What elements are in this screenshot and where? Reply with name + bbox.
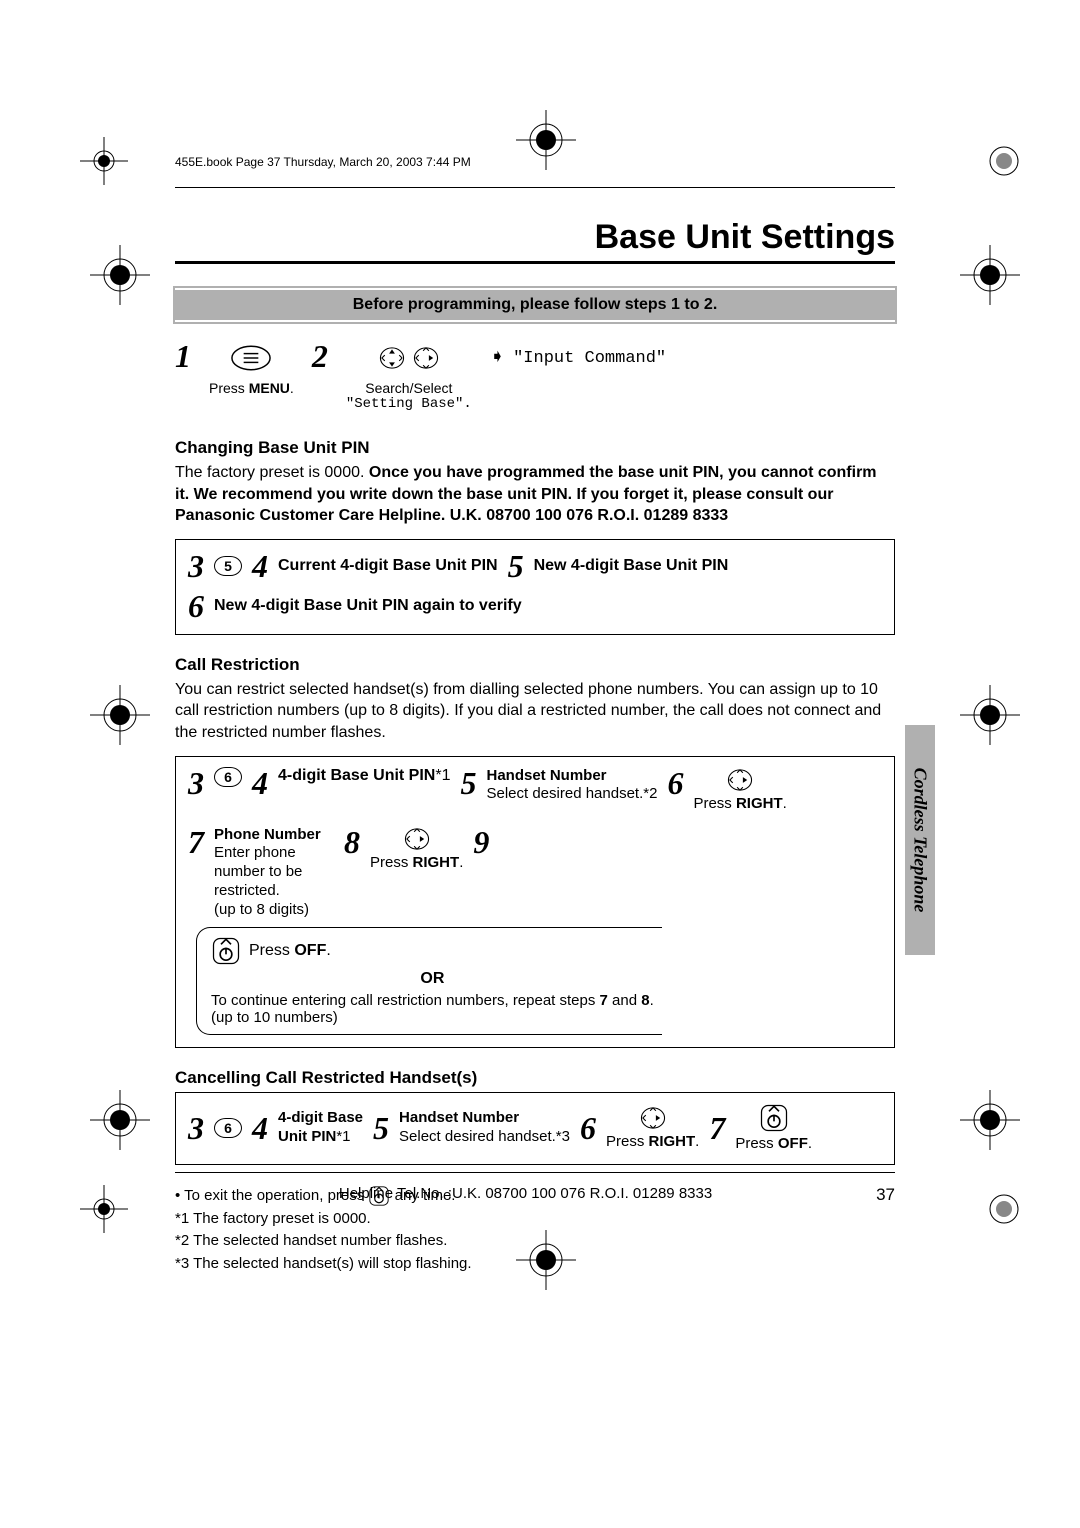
paragraph: The factory preset is 0000. Once you hav…	[175, 462, 895, 527]
hr	[175, 187, 895, 188]
step-number: 5	[373, 1112, 389, 1144]
crop-cross	[90, 685, 150, 745]
step-label: Phone Number	[214, 826, 334, 845]
step-number: 7	[709, 1112, 725, 1144]
reg-mark-bl	[80, 1185, 128, 1233]
step-caption: Search/Select	[365, 380, 452, 396]
menu-button-icon	[229, 341, 273, 375]
step-number: 6	[667, 767, 683, 799]
section-heading: Call Restriction	[175, 655, 895, 675]
thumb-tab-label: Cordless Telephone	[910, 768, 931, 913]
step-label: New 4-digit Base Unit PIN	[534, 557, 729, 575]
crop-cross	[960, 1090, 1020, 1150]
step-6-col: Press RIGHT.	[693, 767, 786, 812]
step-number: 5	[460, 767, 476, 799]
step-number: 3	[188, 1112, 204, 1144]
step-number: 5	[508, 550, 524, 582]
step-9-curly: Press OFF. OR To continue entering call …	[196, 927, 662, 1035]
reg-mark-br	[980, 1185, 1028, 1233]
step-number: 4	[252, 767, 268, 799]
key-5-icon: 5	[214, 556, 242, 576]
key-6-icon: 6	[214, 1118, 242, 1138]
power-off-icon	[759, 1103, 789, 1133]
step-5-col: Handset Number Select desired handset.*2	[486, 767, 657, 805]
step-6-col: Press RIGHT.	[606, 1105, 699, 1150]
page-title: Base Unit Settings	[595, 218, 895, 257]
step-number: 8	[344, 826, 360, 858]
step-label: Current 4-digit Base Unit PIN	[278, 557, 498, 575]
running-header: 455E.book Page 37 Thursday, March 20, 20…	[175, 155, 895, 169]
steps-box-pin: 3 5 4 Current 4-digit Base Unit PIN 5 Ne…	[175, 539, 895, 635]
title-row: Base Unit Settings	[175, 218, 895, 257]
banner: Before programming, please follow steps …	[175, 288, 895, 322]
navigator-right-icon	[638, 1105, 668, 1131]
step-number: 4	[252, 1112, 268, 1144]
step-sub: Enter phone number to be restricted. (up…	[214, 844, 334, 919]
hr-title	[175, 261, 895, 264]
input-command: ➧ "Input Command"	[490, 340, 666, 368]
steps-1-2: 1 Press MENU. 2	[175, 340, 895, 412]
crop-cross	[90, 1090, 150, 1150]
step-number: 3	[188, 550, 204, 582]
steps-box-cancel: 3 6 4 4-digit Base Unit PIN*1 5 Handset …	[175, 1092, 895, 1165]
step-sub: To continue entering call restriction nu…	[211, 992, 654, 1026]
navigator-right-icon	[725, 767, 755, 793]
crop-cross	[960, 245, 1020, 305]
reg-mark-tl	[80, 137, 128, 185]
footnote: *1 The factory preset is 0000.	[175, 1208, 895, 1231]
reg-mark-tr	[980, 137, 1028, 185]
navigator-updown-icon	[377, 345, 407, 371]
step-7-col: Phone Number Enter phone number to be re…	[214, 826, 334, 920]
step-8-col: Press RIGHT.	[370, 826, 463, 871]
steps-box-restrict: 3 6 4 4-digit Base Unit PIN*1 5 Handset …	[175, 756, 895, 1049]
page: 455E.book Page 37 Thursday, March 20, 20…	[0, 0, 1080, 1528]
or-label: OR	[211, 970, 654, 988]
step-number: 1	[175, 340, 191, 372]
page-footer: Helpline Tel.No. :U.K. 08700 100 076 R.O…	[175, 1185, 895, 1205]
step-caption: "Setting Base".	[346, 396, 472, 412]
helpline-text: Helpline Tel.No. :U.K. 08700 100 076 R.O…	[339, 1185, 712, 1205]
step-number: 9	[473, 826, 489, 858]
footnote: *2 The selected handset number flashes.	[175, 1230, 895, 1253]
step-4-col: 4-digit Base Unit PIN*1	[278, 1109, 363, 1147]
footnote: *3 The selected handset(s) will stop fla…	[175, 1253, 895, 1276]
paragraph: You can restrict selected handset(s) fro…	[175, 679, 895, 744]
crop-cross	[90, 245, 150, 305]
step-1-col: Press MENU.	[209, 340, 294, 396]
step-number: 6	[188, 590, 204, 622]
step-7-col: Press OFF.	[735, 1103, 812, 1152]
thumb-tab: Cordless Telephone	[905, 725, 935, 955]
hr-footer	[175, 1172, 895, 1173]
navigator-right-icon	[411, 345, 441, 371]
key-6-icon: 6	[214, 767, 242, 787]
step-number: 3	[188, 767, 204, 799]
navigator-right-icon	[402, 826, 432, 852]
step-number: 4	[252, 550, 268, 582]
step-caption: Press MENU.	[209, 380, 294, 396]
step-label: 4-digit Base Unit PIN*1	[278, 767, 450, 785]
step-number: 7	[188, 826, 204, 858]
content-area: 455E.book Page 37 Thursday, March 20, 20…	[175, 155, 895, 1275]
step-number: 2	[312, 340, 328, 372]
step-label: New 4-digit Base Unit PIN again to verif…	[214, 597, 522, 615]
step-5-col: Handset Number Select desired handset.*3	[399, 1109, 570, 1147]
page-number: 37	[876, 1185, 895, 1205]
step-sub: Select desired handset.*2	[486, 785, 657, 804]
power-off-icon	[211, 936, 241, 966]
step-number: 6	[580, 1112, 596, 1144]
arrow-right-icon: ➧	[490, 346, 505, 366]
section-heading: Changing Base Unit PIN	[175, 438, 895, 458]
step-label: Handset Number	[486, 767, 657, 786]
step-2-col: Search/Select "Setting Base".	[346, 340, 472, 412]
crop-cross	[960, 685, 1020, 745]
section-heading: Cancelling Call Restricted Handset(s)	[175, 1068, 895, 1088]
